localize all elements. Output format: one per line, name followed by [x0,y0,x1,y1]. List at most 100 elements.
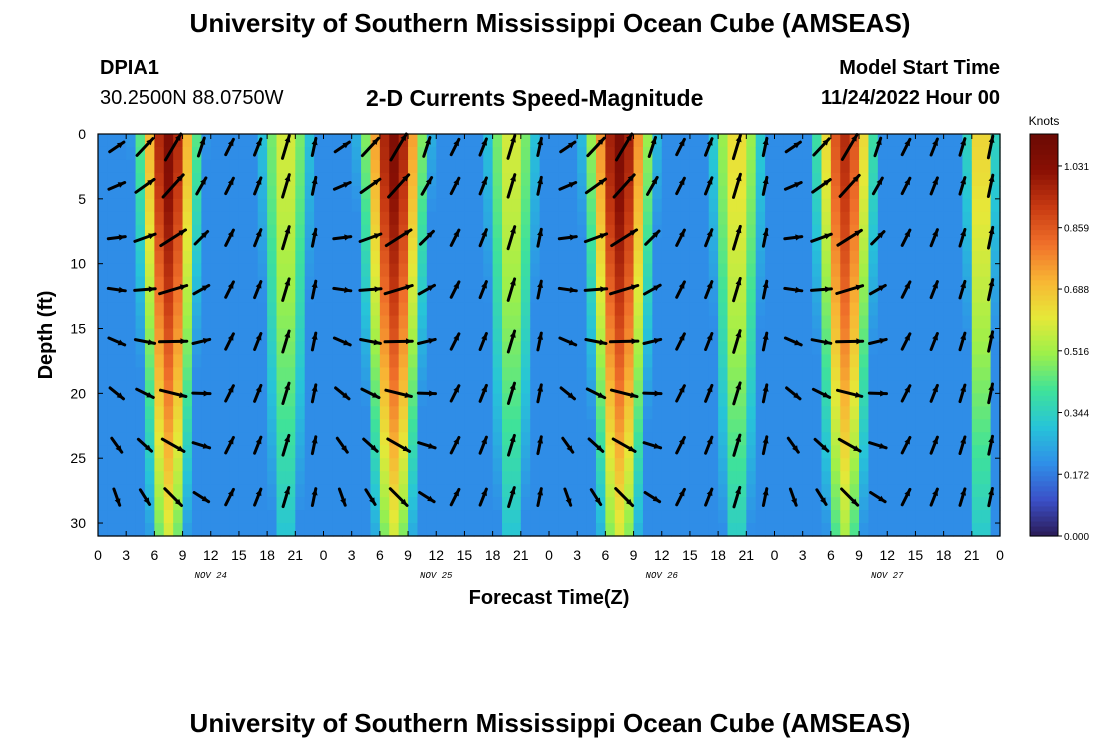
heat-cell [229,419,240,433]
heat-cell [558,445,569,459]
current-vector [732,224,742,251]
heat-cell [389,224,400,239]
vector-head [762,384,769,392]
heat-cell [154,134,165,148]
heat-cell [426,445,437,459]
heat-cell [370,224,381,239]
heat-cell [558,328,569,343]
heat-cell [896,134,907,148]
heat-cell [229,172,240,187]
heat-cell [689,134,700,148]
heat-cell [567,134,578,148]
heat-cell [257,328,268,343]
heat-cell [812,354,823,369]
current-vector [478,332,488,351]
heat-cell [323,393,334,407]
heat-cell [116,341,127,356]
heat-cell [689,172,700,187]
heat-cell [605,341,616,356]
heat-cell [558,263,569,278]
heat-cell [906,185,917,200]
heat-cell [934,523,945,537]
heat-cell [436,419,447,433]
colorbar-band [1030,329,1058,336]
heat-cell [220,406,231,420]
heat-cell [652,445,663,459]
current-vector [987,330,995,353]
heat-cell [295,367,306,381]
heat-cell [257,146,268,161]
heat-cell [351,328,362,343]
heat-cell [736,341,747,356]
heat-cell [765,393,776,407]
vector-head [851,498,858,506]
current-vector [609,284,640,296]
heat-cell [746,497,757,511]
heat-cell [163,380,174,394]
heat-cell [483,185,494,200]
heat-cell [689,263,700,278]
heat-cell [502,367,513,381]
heat-cell [107,523,118,537]
heat-cell [267,198,278,213]
heat-cell [830,159,841,174]
heat-cell [755,302,766,317]
heat-cell [727,510,738,524]
heat-cell [924,276,935,291]
heat-cell [746,406,757,420]
heat-cell [896,315,907,330]
heat-cell [990,224,1001,239]
heat-cell [210,146,221,161]
vector-head [988,279,995,287]
heat-cell [549,172,559,187]
heat-cell [502,172,513,187]
x-tick-label: 6 [601,547,609,563]
heat-cell [877,445,888,459]
heat-cell [492,510,503,524]
heat-cell [642,484,653,498]
colorbar-band [1030,324,1058,331]
heat-cell [718,484,729,498]
heat-cell [144,354,155,369]
heat-cell [154,302,165,317]
current-vector [900,137,912,157]
heat-cell [830,134,841,148]
heat-cell [793,432,804,446]
heat-cell [126,302,137,317]
heat-cell [614,302,625,317]
heat-cell [135,185,146,200]
heat-cell [238,471,249,485]
heat-cell [464,445,475,459]
heat-cell [276,224,287,239]
heat-cell [567,393,578,407]
heat-cell [887,198,898,213]
heat-cell [539,484,550,498]
heat-cell [652,328,663,343]
heat-cell [511,497,522,511]
heat-cell [924,523,935,537]
heat-cell [314,315,325,330]
heat-cell [389,263,400,278]
heat-cell [154,211,165,226]
heat-cell [502,458,513,472]
heat-cell [511,289,522,304]
vector-head [481,281,487,289]
heat-cell [530,328,541,343]
heat-cell [595,263,606,278]
heat-cell [605,185,616,200]
heat-cell [727,250,738,265]
heat-cell [924,471,935,485]
heat-cell [915,367,926,381]
heat-cell [182,367,193,381]
heat-cell [915,185,926,200]
vector-head [343,182,351,188]
heat-cell [445,367,456,381]
current-vector [536,279,544,300]
heat-cell [783,159,794,174]
heat-cell [633,380,644,394]
current-vector [536,175,544,196]
current-vector [900,176,912,196]
vector-head [876,178,883,185]
heat-cell [492,354,503,369]
heat-cell [868,367,879,381]
